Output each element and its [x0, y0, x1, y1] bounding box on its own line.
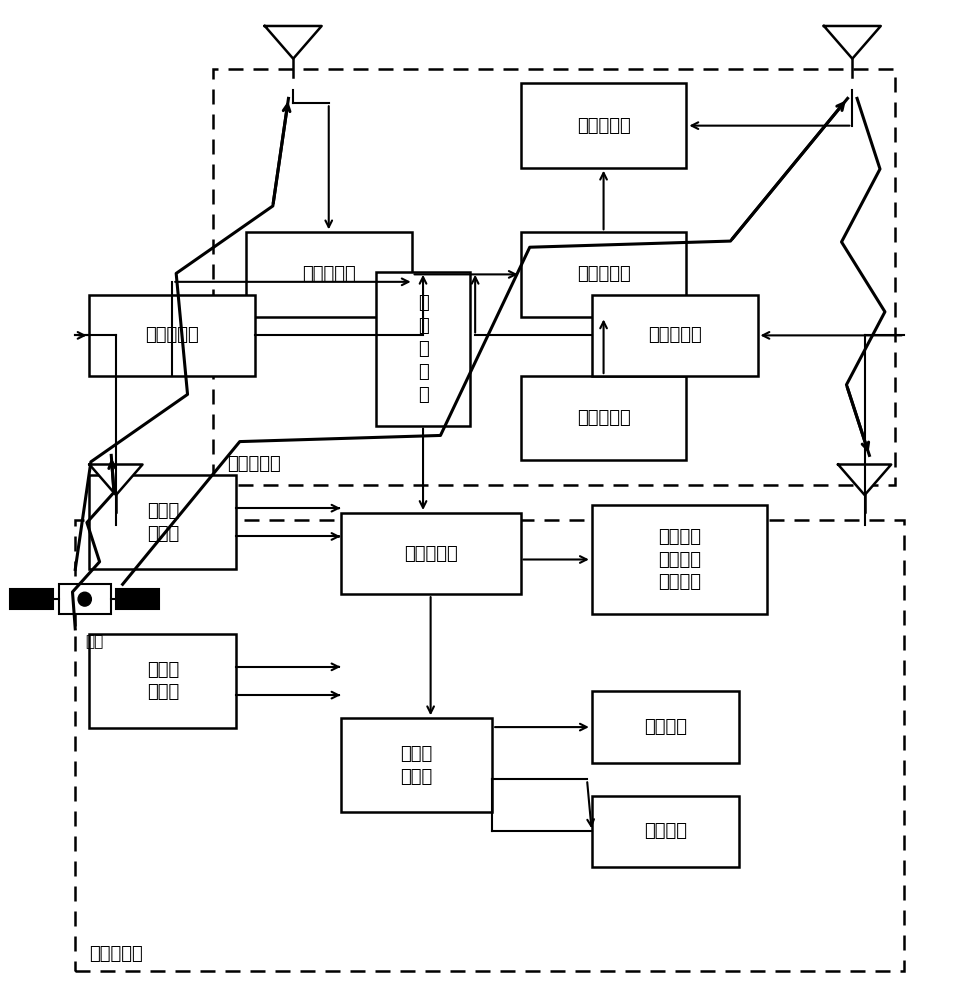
Bar	[212, 69, 895, 485]
Bar	[340, 513, 521, 594]
Text: 基准接收器: 基准接收器	[302, 265, 356, 283]
Bar	[592, 796, 739, 867]
Bar	[592, 505, 767, 614]
Bar	[76, 520, 904, 971]
Polygon shape	[90, 464, 142, 495]
Text: 稻田基准站: 稻田基准站	[227, 455, 281, 473]
Text: 校正发射器: 校正发射器	[576, 117, 630, 135]
Polygon shape	[265, 26, 321, 59]
Text: 排种装置
打标装置
划线装置: 排种装置 打标装置 划线装置	[658, 528, 701, 591]
Text: 电动机
调速器: 电动机 调速器	[401, 745, 432, 786]
Text: 校正接收器: 校正接收器	[648, 326, 702, 344]
Bar	[11, 589, 53, 609]
Polygon shape	[838, 464, 891, 495]
Bar	[90, 475, 236, 569]
Circle shape	[78, 592, 92, 606]
Text: 稻田机器人: 稻田机器人	[90, 945, 143, 963]
Bar	[117, 589, 159, 609]
Polygon shape	[824, 26, 880, 59]
Bar	[246, 232, 412, 317]
Bar	[90, 295, 255, 376]
Bar	[592, 691, 739, 763]
Text: 陀螺仪
传感器: 陀螺仪 传感器	[147, 661, 179, 701]
Bar	[58, 584, 111, 614]
Text: 中央处理器: 中央处理器	[403, 545, 458, 563]
Text: 卫星: 卫星	[85, 634, 103, 649]
Bar	[90, 634, 236, 728]
Bar	[592, 295, 757, 376]
Bar	[376, 272, 470, 426]
Text: 左电动轮: 左电动轮	[643, 718, 686, 736]
Text: 校正处理器: 校正处理器	[576, 265, 630, 283]
Text: 加速度
传感器: 加速度 传感器	[147, 502, 179, 543]
Text: 右电动轮: 右电动轮	[643, 822, 686, 840]
Text: 动态接收器: 动态接收器	[145, 326, 199, 344]
Bar	[340, 718, 492, 812]
Bar	[521, 84, 686, 168]
Text: 基准站数据: 基准站数据	[576, 409, 630, 427]
Bar	[521, 232, 686, 317]
Bar	[521, 376, 686, 460]
Text: 导
航
处
理
器: 导 航 处 理 器	[418, 294, 428, 404]
